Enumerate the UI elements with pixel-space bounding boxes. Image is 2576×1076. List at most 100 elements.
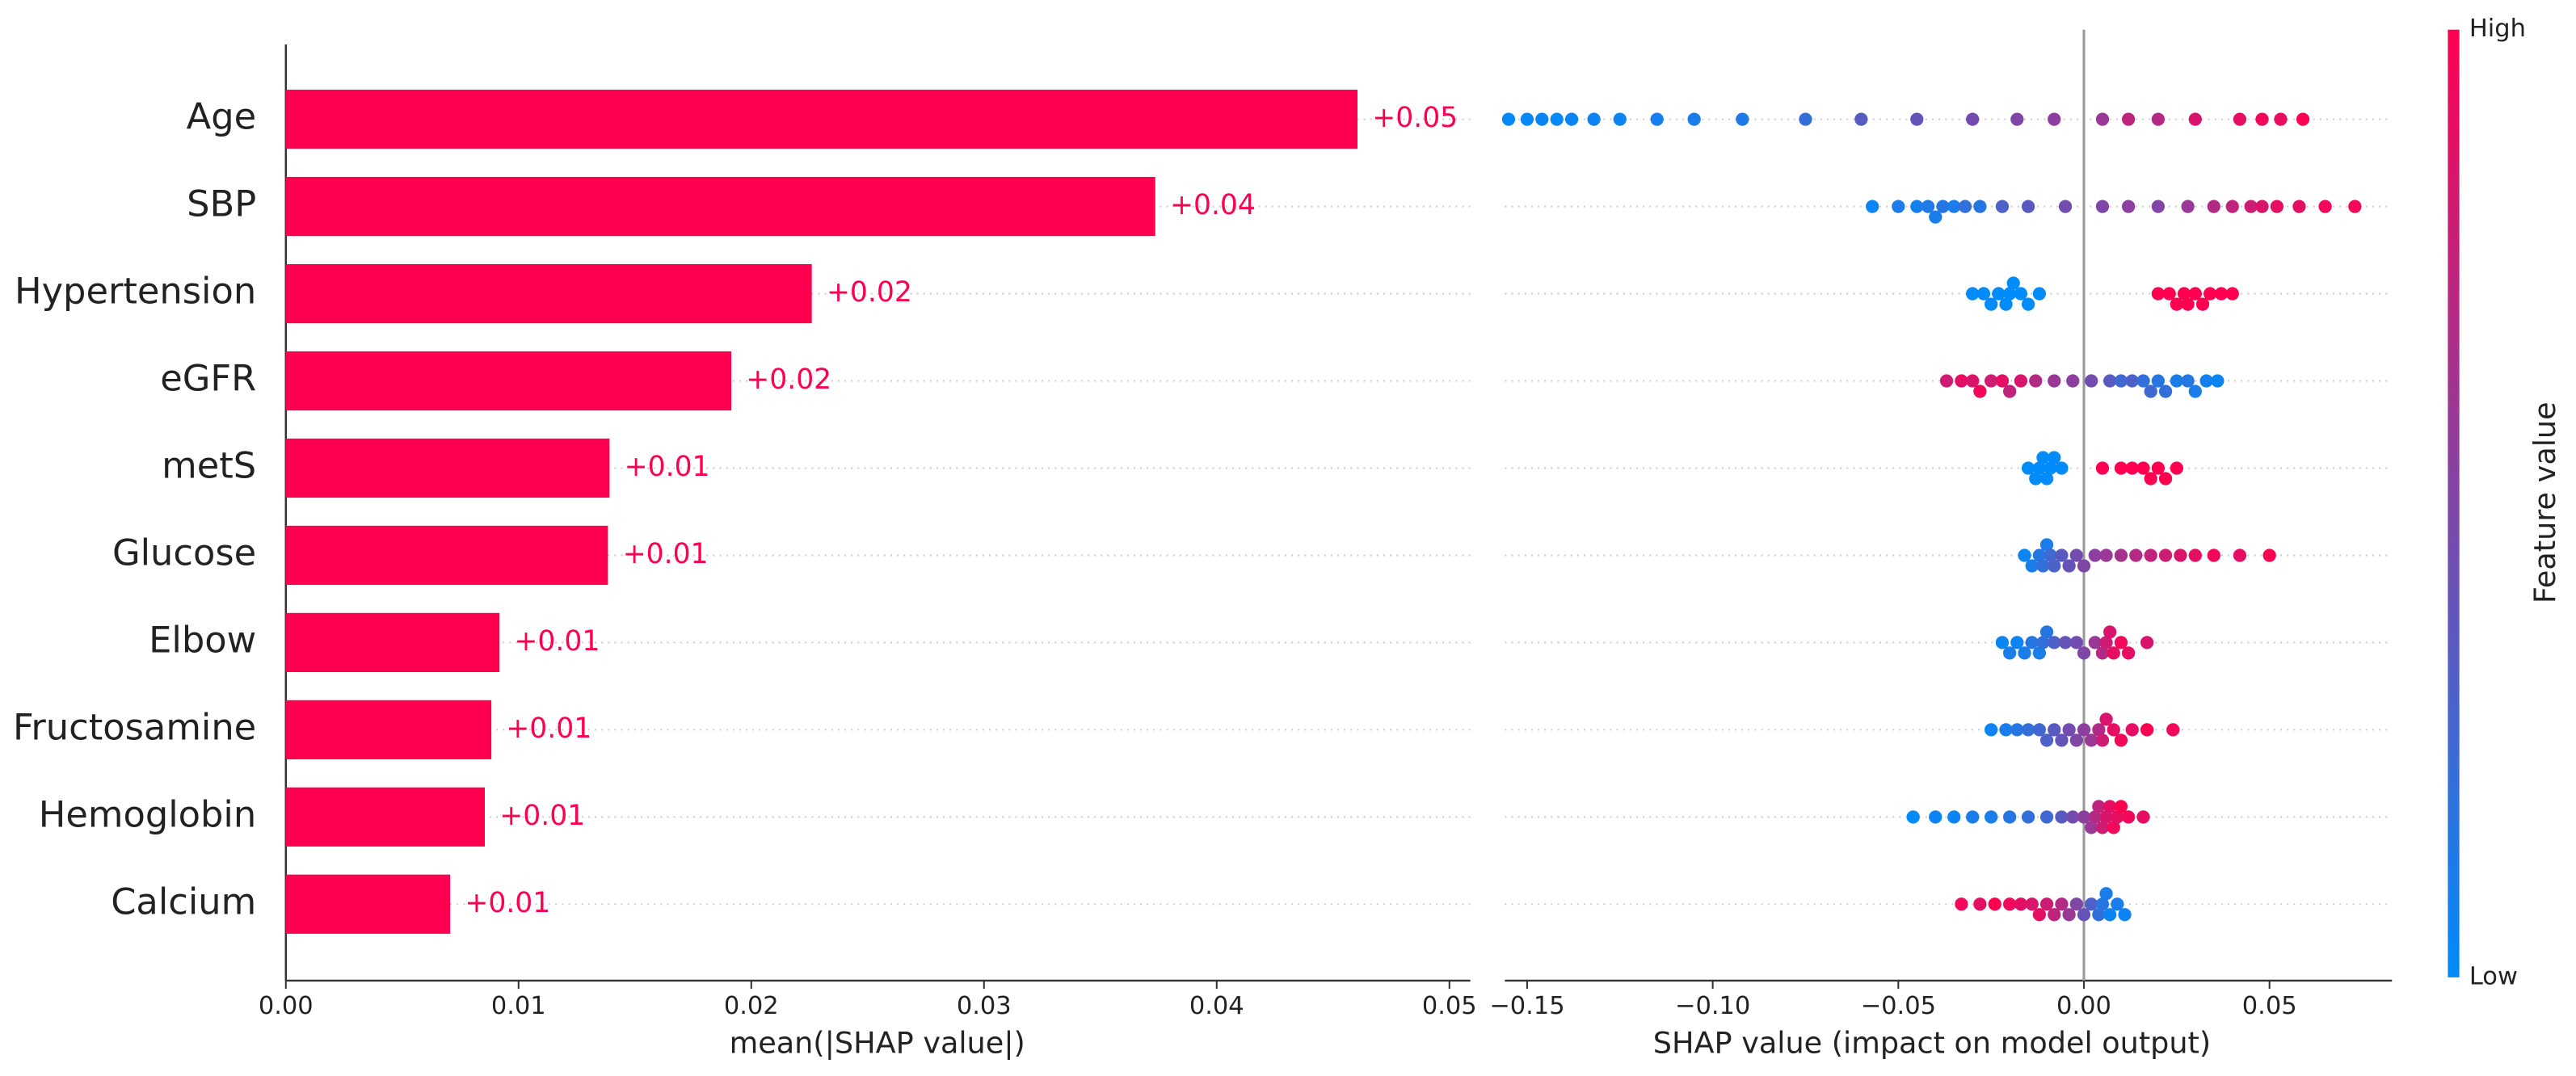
shap-point [1854, 112, 1868, 126]
shap-point [2181, 200, 2195, 213]
shap-point [2069, 897, 2083, 911]
shap-point [2014, 374, 2028, 388]
shap-point [1564, 112, 1579, 126]
shap-point [2121, 112, 2136, 126]
shap-point [2036, 636, 2050, 649]
x-tick-label: 0.04 [1189, 992, 1244, 1020]
shap-point [2039, 897, 2054, 911]
shap-point [1966, 374, 1980, 388]
shap-point [2036, 559, 2050, 573]
shap-point [2207, 549, 2220, 562]
shap-point [1650, 112, 1664, 126]
shap-point [2144, 549, 2157, 562]
shap-point [2136, 461, 2150, 475]
shap-point [1550, 112, 1564, 126]
shap-point [2114, 800, 2128, 813]
shap-point [2077, 723, 2091, 737]
shap-point [1966, 810, 1980, 824]
shap-point [2114, 549, 2128, 562]
shap-point [2044, 549, 2057, 562]
shap-point [2244, 200, 2258, 213]
shap-point [2255, 112, 2269, 126]
shap-point [2021, 461, 2035, 475]
shap-point [2158, 472, 2173, 485]
colorbar-low: Low [2469, 962, 2518, 990]
shap-point [2144, 472, 2157, 485]
value-label: +0.01 [514, 625, 600, 658]
shap-point [2010, 723, 2024, 737]
shap-point [2121, 646, 2136, 660]
shap-point [2006, 276, 2020, 290]
shap-point [2170, 374, 2183, 388]
shap-point [2002, 810, 2017, 824]
value-label: +0.01 [465, 887, 550, 919]
shap-point [2058, 636, 2073, 649]
shap-point [2151, 461, 2166, 475]
shap-point [2044, 461, 2057, 475]
shap-point [2095, 112, 2110, 126]
shap-point [2055, 461, 2069, 475]
shap-point [1929, 810, 1943, 824]
shap-point [2270, 200, 2284, 213]
x-tick-label: 0.01 [491, 992, 546, 1020]
shap-point [2092, 908, 2106, 922]
bar [285, 351, 731, 411]
shap-point [1939, 374, 1954, 388]
y-tick-label: Fructosamine [13, 705, 256, 748]
shap-point [2032, 461, 2047, 475]
shap-point [2048, 908, 2061, 922]
shap-point [2151, 287, 2166, 301]
shap-point [2002, 897, 2017, 911]
shap-point [2077, 646, 2091, 660]
colorbar [2448, 29, 2460, 977]
shap-point [2088, 636, 2102, 649]
shap-point [1976, 287, 1991, 301]
shap-point [2107, 821, 2120, 834]
shap-point [2140, 636, 2154, 649]
shap-point [1535, 112, 1549, 126]
shap-point [2296, 112, 2310, 126]
shap-point [2077, 559, 2091, 573]
shap-point [2039, 733, 2054, 747]
x-tick-label: 0.00 [259, 992, 314, 1020]
value-label: +0.01 [625, 451, 710, 483]
shap-point [2188, 385, 2202, 398]
shap-point [2166, 723, 2180, 737]
shap-point [2085, 374, 2098, 388]
shap-point [2095, 646, 2110, 660]
colorbar-label: Feature value [2528, 401, 2562, 603]
shap-point [1955, 897, 1968, 911]
shap-point [1992, 287, 2006, 301]
x-tick-label: −0.10 [1675, 992, 1750, 1020]
shap-point [1799, 112, 1812, 126]
shap-point [2085, 733, 2098, 747]
shap-point [2177, 287, 2191, 301]
x-tick-label: 0.05 [2242, 992, 2297, 1020]
shap-point [1947, 810, 1961, 824]
shap-point [2018, 646, 2031, 660]
shap-point [2077, 908, 2091, 922]
bar [285, 177, 1155, 237]
y-tick-label: Glucose [112, 531, 256, 574]
x-tick-label: 0.05 [1422, 992, 1477, 1020]
shap-point [2129, 549, 2143, 562]
shap-point [2170, 297, 2183, 311]
shap-point [1910, 112, 1924, 126]
bar [285, 612, 500, 673]
shap-point [2099, 549, 2113, 562]
shap-point [2066, 374, 2080, 388]
shap-point [2188, 549, 2202, 562]
shap-point [1520, 112, 1534, 126]
x-axis-label: mean(|SHAP value|) [730, 1026, 1025, 1061]
shap-point [1921, 200, 1935, 213]
shap-point [2085, 821, 2098, 834]
shap-point [1958, 200, 1972, 213]
shap-point [2010, 112, 2024, 126]
shap-point [2092, 723, 2106, 737]
x-tick-label: 0.02 [724, 992, 779, 1020]
x-tick-label: −0.15 [1489, 992, 1564, 1020]
shap-point [2014, 897, 2028, 911]
shap-point [1973, 897, 1987, 911]
bar [285, 787, 486, 847]
shap-point [2292, 200, 2306, 213]
